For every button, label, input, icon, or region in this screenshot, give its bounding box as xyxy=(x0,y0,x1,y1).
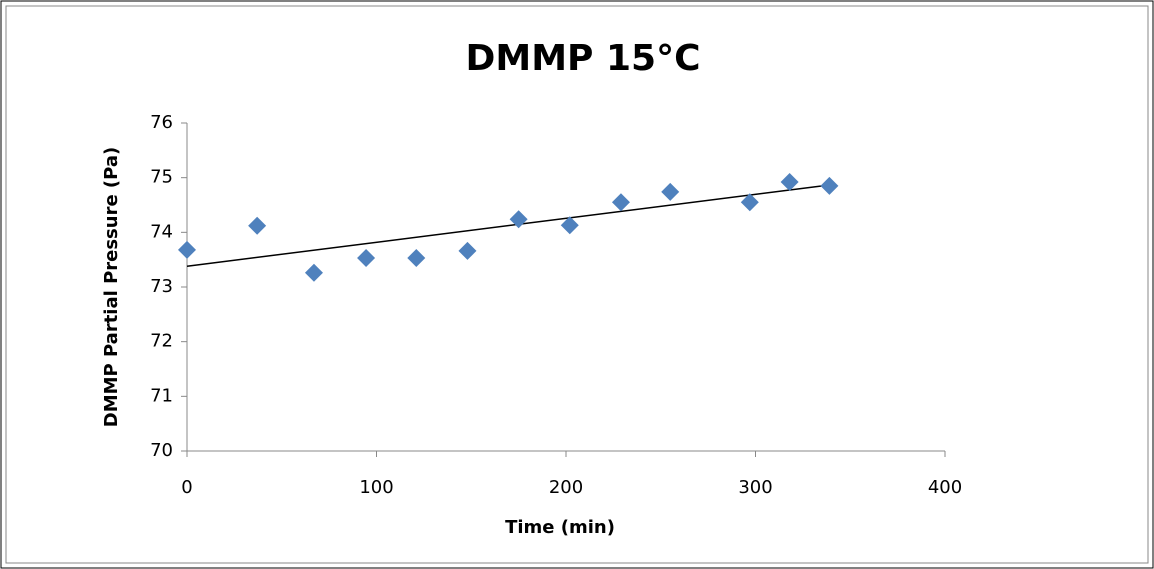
y-tick-label: 74 xyxy=(150,221,173,242)
inner-frame xyxy=(5,5,1149,564)
data-point xyxy=(407,249,426,268)
y-tick-label: 75 xyxy=(150,167,173,188)
data-point xyxy=(780,173,799,192)
y-tick-label: 71 xyxy=(150,385,173,406)
data-point xyxy=(611,193,630,212)
x-tick-label: 200 xyxy=(549,477,583,498)
data-point xyxy=(178,240,196,259)
x-tick-label: 0 xyxy=(181,477,192,498)
data-point xyxy=(509,210,528,229)
y-axis-label: DMMP Partial Pressure (Pa) xyxy=(101,147,122,428)
x-axis-label: Time (min) xyxy=(505,517,615,538)
data-point xyxy=(248,216,267,235)
trendline xyxy=(186,184,832,267)
data-point xyxy=(820,176,839,195)
y-tick-label: 76 xyxy=(150,112,173,133)
chart-title: DMMP 15°C xyxy=(466,38,701,79)
y-tick-label: 73 xyxy=(150,276,173,297)
data-point xyxy=(740,193,759,212)
data-point xyxy=(357,249,376,268)
data-point xyxy=(560,216,579,235)
data-point xyxy=(661,182,680,201)
y-tick-label: 72 xyxy=(150,331,173,352)
data-point xyxy=(304,263,323,282)
x-tick-label: 400 xyxy=(928,477,962,498)
x-tick-label: 300 xyxy=(738,477,772,498)
data-point xyxy=(458,241,477,260)
y-tick-label: 70 xyxy=(150,440,173,461)
x-tick-label: 100 xyxy=(359,477,393,498)
